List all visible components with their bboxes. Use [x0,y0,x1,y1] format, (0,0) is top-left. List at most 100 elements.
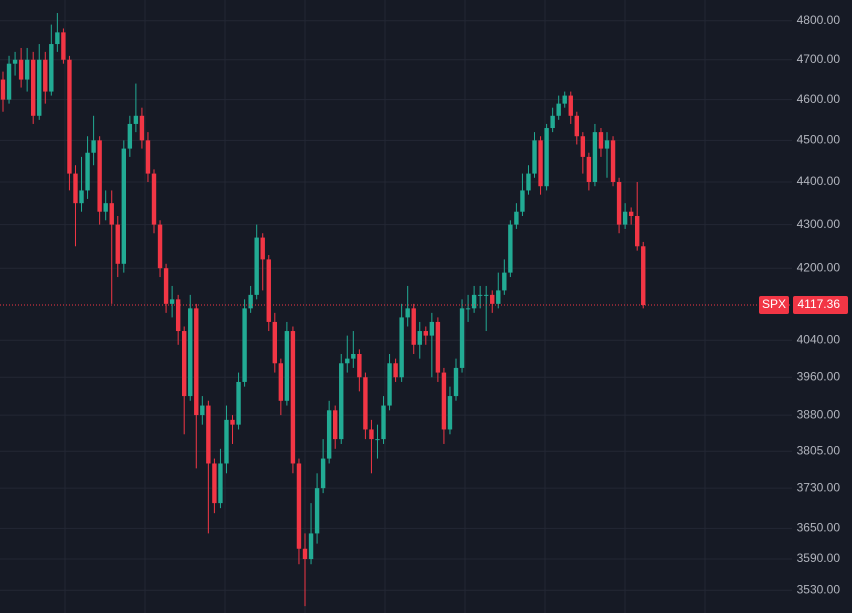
y-tick-label: 4600.00 [797,92,841,106]
candle-body [163,268,169,304]
candle-body [314,488,320,534]
candle-body [200,405,205,416]
candle-body [55,32,60,45]
candle-body [381,405,386,440]
series-label: SPX [762,297,786,311]
candle-body [85,152,90,191]
candle-body [351,354,356,359]
candle-body [538,140,543,187]
candle-body [411,308,416,345]
y-tick-label: 3730.00 [797,480,841,494]
candle-body [526,173,531,191]
candle-body [302,548,308,560]
candle-body [103,203,108,212]
candle-body [115,224,120,264]
candle-body [363,377,368,430]
candle-body [417,331,422,345]
candle-body [484,294,489,296]
candle-body [471,294,477,309]
candle-body [574,115,579,137]
candle-body [568,95,573,116]
candle-body [133,115,139,124]
candle-body [151,173,157,225]
candle-body [477,294,483,296]
candle-body [550,115,555,129]
candle-body [182,331,187,397]
candle-body [194,308,199,416]
candle-body [435,321,441,373]
y-tick-label: 3590.00 [797,551,841,565]
candle-body [399,317,404,378]
y-tick-label: 3880.00 [797,407,841,421]
candle-body [188,308,193,397]
candle-body [109,203,114,225]
candle-body [339,363,344,440]
last-price-label: 4117.36 [798,297,841,311]
candle-body [544,128,549,187]
candle-body [43,59,48,92]
y-tick-label: 3960.00 [797,369,841,383]
candle-body [586,156,592,182]
candle-body [218,463,223,504]
candle-body [24,59,30,80]
candle-body [49,44,54,92]
candle-body [459,308,465,368]
y-tick-label: 4300.00 [797,217,841,231]
candle-body [272,321,277,364]
candle-body [212,463,217,504]
candle-body [248,294,253,309]
candle-body [641,246,646,306]
candle-body [580,136,586,157]
candle-body [169,299,175,304]
candle-body [67,59,72,174]
candle-body [520,190,525,212]
candle-body [441,372,447,430]
candle-body [236,381,241,425]
candle-body [91,140,96,153]
candle-body [230,419,235,425]
candle-body [490,294,495,304]
candle-body [266,259,271,322]
candle-body [0,79,6,100]
candle-body [127,123,133,149]
candle-body [242,308,247,382]
candle-body [465,308,471,310]
candle-body [260,237,265,260]
candle-body [628,211,634,216]
candle-body [61,32,66,60]
candle-body [502,272,507,291]
candle-body [157,224,163,269]
last-price-box [793,296,848,315]
candle-body [224,419,229,464]
candle-body [635,215,640,247]
candle-body [562,95,567,104]
candle-body [514,211,519,225]
y-tick-label: 3805.00 [797,443,841,457]
candle-body [357,354,362,378]
candle-body [320,458,326,489]
y-tick-label: 4700.00 [797,52,841,66]
candle-body [616,181,622,225]
candle-body [18,59,24,80]
y-tick-label: 4500.00 [797,133,841,147]
candle-body [97,140,102,212]
candle-body [254,237,259,295]
candle-body [369,429,374,440]
candle-body [375,439,380,441]
candle-body [556,103,561,116]
y-tick-label: 4800.00 [797,13,841,27]
candle-body [37,59,42,116]
candle-body [496,290,501,304]
candle-body [405,308,410,318]
candle-body [598,132,604,149]
candle-body [532,140,537,174]
candle-body [73,173,78,204]
candle-body [592,132,598,182]
candle-body [12,59,18,64]
candle-body [429,321,435,336]
candle-body [139,115,145,141]
candle-body [6,63,12,100]
candle-body [290,331,296,464]
